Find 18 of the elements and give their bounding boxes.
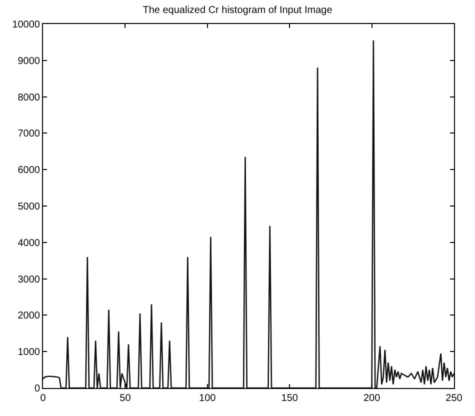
y-tick-label: 7000 [18, 128, 40, 140]
y-tick-label: 5000 [18, 202, 40, 212]
y-tick-label: 6000 [18, 165, 40, 176]
y-tick-label: 4000 [18, 238, 40, 249]
chart-title: The equalized Cr histogram of Input Image [142, 5, 333, 16]
y-tick-label: 9000 [18, 56, 40, 67]
x-tick-label: 250 [446, 393, 463, 404]
y-tick-label: 2000 [18, 310, 40, 322]
y-tick-label: 8000 [18, 92, 40, 104]
x-tick-label: 150 [281, 393, 298, 404]
y-tick-label: 10000 [12, 20, 40, 30]
line-series [43, 40, 454, 388]
x-tick-label: 200 [363, 393, 381, 404]
y-tick-label: 3000 [18, 274, 40, 286]
x-tick-label: 100 [199, 393, 216, 404]
x-tick-label: 50 [120, 393, 132, 404]
y-tick-label: 1000 [18, 347, 40, 358]
y-tick-label: 0 [34, 384, 40, 394]
